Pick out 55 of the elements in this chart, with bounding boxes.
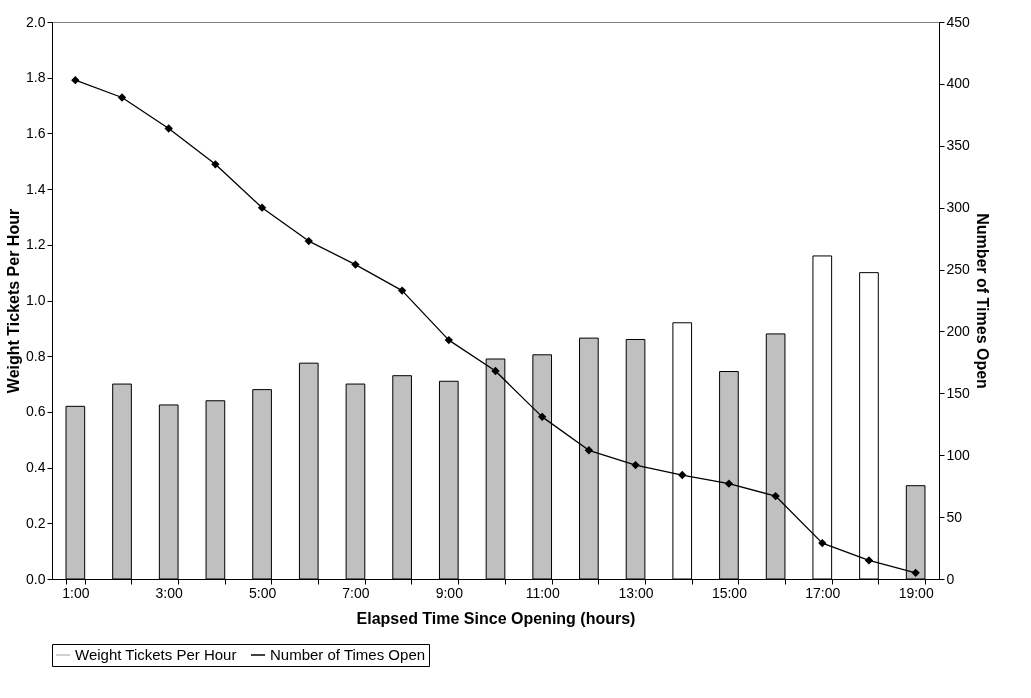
y2-tick-label: 200 [946,322,971,339]
y-tick-label: 1.0 [26,292,46,308]
y-tick-label: 0.4 [26,459,46,476]
y2-tick-label: 350 [946,137,971,154]
point [164,124,173,133]
point [818,538,827,548]
point [631,460,640,470]
point [397,286,407,295]
point [678,470,687,480]
y-tick-label: 1.4 [26,180,46,197]
x-tick-label: 3:00 [155,584,184,601]
point [351,260,360,269]
y2-axis-title: Number of Times Open [973,213,991,389]
y-tick-label: 1.8 [26,69,46,86]
point [771,491,780,501]
point [444,335,453,345]
x-tick-label: 9:00 [435,584,464,601]
point [304,236,313,246]
y-tick-label: 0.6 [26,403,46,420]
y2-tick-label: 0 [946,570,955,587]
x-tick-label: 17:00 [805,584,841,601]
y2-tick-label: 50 [946,508,963,525]
point [211,160,220,169]
y-tick-label: 2.0 [26,13,46,30]
y2-tick-label: 100 [946,446,971,463]
point [911,568,920,577]
x-tick-label: 15:00 [711,584,748,601]
legend-label: Weight Tickets Per Hour [75,646,237,663]
point [257,203,267,212]
y2-tick-label: 150 [946,384,971,401]
y-tick-label: 1.6 [26,124,46,141]
point [71,75,80,85]
legend-label: Number of Times Open [270,646,426,663]
y2-tick-label: 400 [946,75,971,92]
y2-tick-label: 250 [946,261,971,278]
point [117,93,127,102]
y2-tick-label: 450 [946,13,971,30]
point [538,412,547,422]
x-tick-label: 19:00 [898,584,934,601]
y2-tick-label: 300 [946,199,971,216]
point [491,366,500,376]
y-tick-label: 0.8 [26,347,46,364]
y-tick-label: 0.0 [26,570,46,587]
y-tick-label: 1.2 [26,236,46,253]
point [864,556,874,565]
x-tick-label: 5:00 [248,584,277,601]
point [724,479,734,488]
x-tick-label: 11:00 [525,584,560,601]
x-tick-label: 1:00 [62,584,90,601]
x-axis-title: Elapsed Time Since Opening (hours) [356,609,636,627]
x-tick-label: 7:00 [342,584,370,601]
x-tick-label: 13:00 [618,584,654,601]
point [584,446,594,455]
y-axis-title: Weight Tickets Per Hour [5,208,23,394]
y-tick-label: 0.2 [26,514,46,531]
